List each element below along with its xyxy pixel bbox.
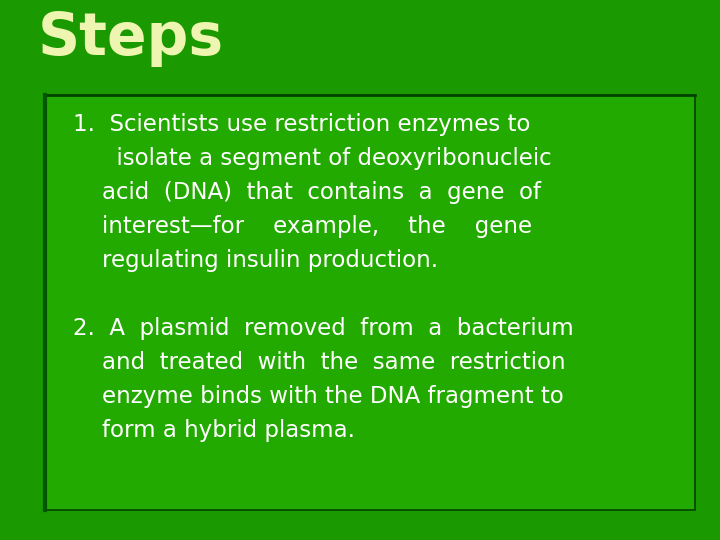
Text: 1.  Scientists use restriction enzymes to: 1. Scientists use restriction enzymes to	[73, 113, 531, 136]
Text: enzyme binds with the DNA fragment to: enzyme binds with the DNA fragment to	[73, 385, 564, 408]
Text: isolate a segment of deoxyribonucleic: isolate a segment of deoxyribonucleic	[73, 147, 552, 170]
Text: form a hybrid plasma.: form a hybrid plasma.	[73, 419, 355, 442]
FancyBboxPatch shape	[45, 95, 695, 510]
Text: Steps: Steps	[38, 10, 224, 67]
Text: interest—for    example,    the    gene: interest—for example, the gene	[73, 215, 532, 238]
Text: 2.  A  plasmid  removed  from  a  bacterium: 2. A plasmid removed from a bacterium	[73, 317, 574, 340]
Text: and  treated  with  the  same  restriction: and treated with the same restriction	[73, 351, 566, 374]
Text: acid  (DNA)  that  contains  a  gene  of: acid (DNA) that contains a gene of	[73, 181, 541, 204]
Text: regulating insulin production.: regulating insulin production.	[73, 249, 438, 272]
